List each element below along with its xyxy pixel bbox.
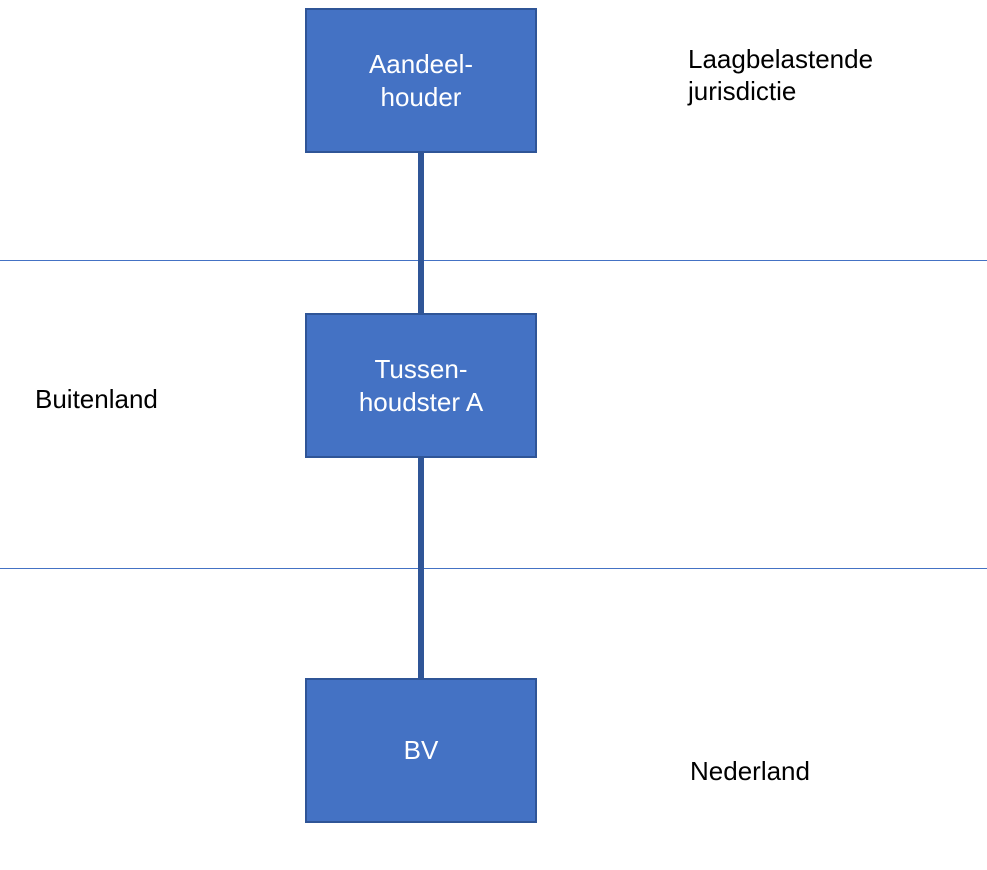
region-label-bottom: Nederland [690, 722, 810, 787]
region-label-top: Laagbelastende jurisdictie [688, 10, 873, 108]
connector-intermediate-bv [418, 458, 424, 678]
region-divider-1 [0, 260, 987, 261]
region-label-bottom-text: Nederland [690, 756, 810, 786]
region-label-mid: Buitenland [35, 350, 158, 415]
node-intermediate-label: Tussen- houdster A [359, 353, 483, 418]
node-shareholder-label: Aandeel- houder [369, 48, 473, 113]
node-bv-label: BV [404, 734, 439, 767]
node-shareholder: Aandeel- houder [305, 8, 537, 153]
diagram-canvas: Aandeel- houder Tussen- houdster A BV La… [0, 0, 987, 870]
connector-shareholder-intermediate [418, 153, 424, 313]
region-label-mid-text: Buitenland [35, 384, 158, 414]
node-intermediate: Tussen- houdster A [305, 313, 537, 458]
region-divider-2 [0, 568, 987, 569]
region-label-top-text: Laagbelastende jurisdictie [688, 44, 873, 107]
node-bv: BV [305, 678, 537, 823]
